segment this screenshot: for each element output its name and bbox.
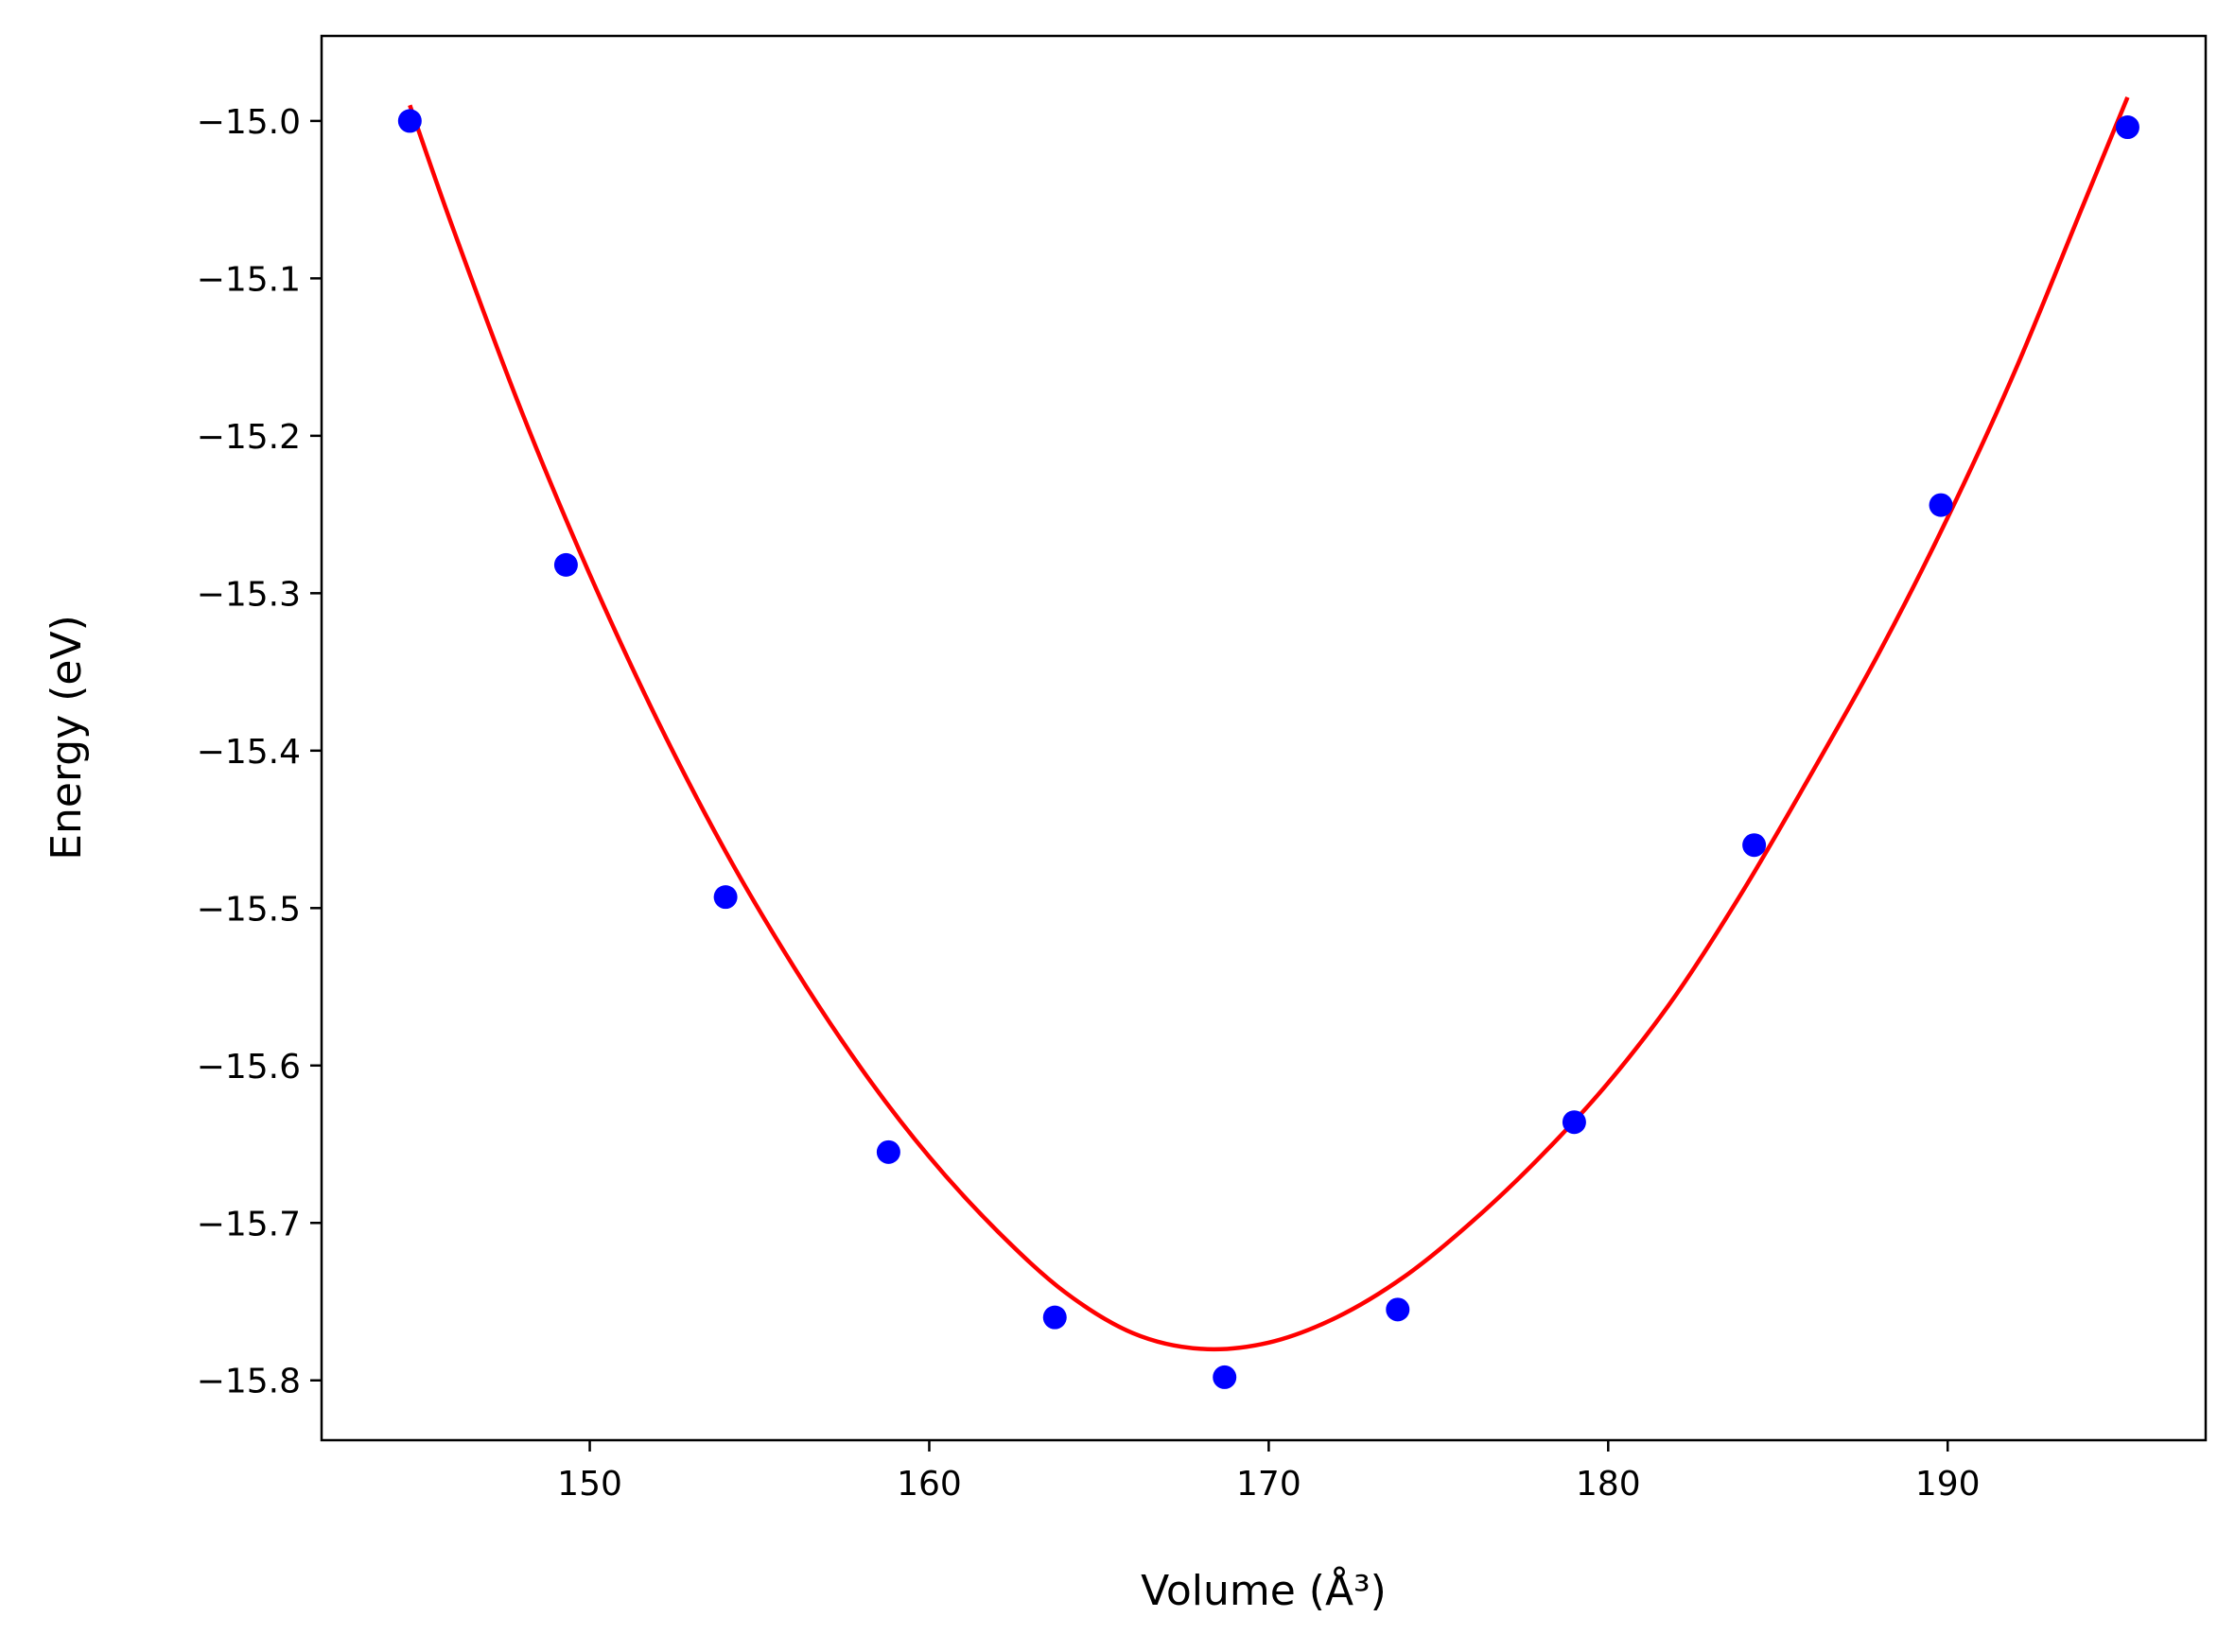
x-tick-label: 160 xyxy=(897,1465,962,1504)
x-axis: 150 160 170 180 190 xyxy=(557,1440,1981,1504)
x-tick-label: 180 xyxy=(1576,1465,1641,1504)
data-point xyxy=(553,552,578,577)
data-point xyxy=(713,885,738,910)
data-point xyxy=(2115,115,2139,140)
data-point xyxy=(1929,493,1953,517)
y-tick-label: −15.1 xyxy=(197,260,301,299)
data-point xyxy=(1042,1305,1067,1330)
data-point xyxy=(1386,1297,1410,1322)
data-point xyxy=(397,109,422,133)
plot-frame xyxy=(320,34,2208,1442)
data-point xyxy=(1562,1110,1586,1135)
y-axis-label: Energy (eV) xyxy=(43,615,91,861)
y-tick-label: −15.8 xyxy=(197,1363,301,1401)
y-tick-label: −15.3 xyxy=(197,575,301,614)
plot-content xyxy=(397,96,2139,1389)
x-tick-label: 170 xyxy=(1236,1465,1301,1504)
y-tick-label: −15.4 xyxy=(197,733,301,772)
plot-background xyxy=(322,36,2206,1440)
data-point xyxy=(876,1139,900,1164)
y-tick-label: −15.6 xyxy=(197,1048,301,1087)
fit-curve-line xyxy=(408,96,2130,1352)
y-tick-label: −15.2 xyxy=(197,418,301,457)
data-point xyxy=(1742,833,1767,858)
x-tick-label: 190 xyxy=(1915,1465,1981,1504)
y-tick-label: −15.7 xyxy=(197,1205,301,1243)
y-tick-label: −15.5 xyxy=(197,890,301,929)
y-axis: −15.0 −15.1 −15.2 −15.3 −15.4 −15.5 −15.6 −15.7… xyxy=(197,103,322,1401)
data-point xyxy=(1213,1365,1237,1389)
x-tick-label: 150 xyxy=(557,1465,622,1504)
y-tick-label: −15.0 xyxy=(197,103,301,142)
x-axis-label: Volume (Å³) xyxy=(1141,1565,1387,1615)
